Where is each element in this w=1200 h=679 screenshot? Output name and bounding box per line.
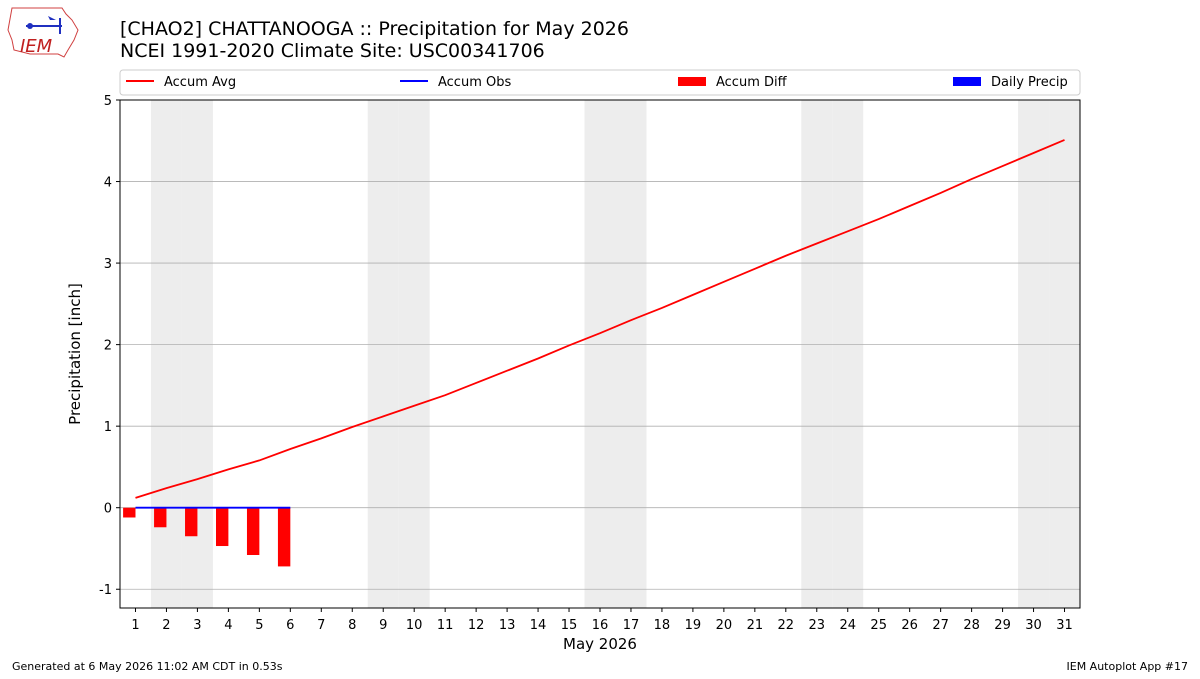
x-tick-label: 2 xyxy=(162,618,170,633)
x-tick-label: 21 xyxy=(747,618,764,633)
y-tick-label: 4 xyxy=(104,176,112,191)
y-tick-label: 0 xyxy=(104,502,112,517)
x-tick-label: 26 xyxy=(901,618,918,633)
footer-right: IEM Autoplot App #17 xyxy=(1067,660,1189,673)
x-tick-label: 14 xyxy=(530,618,547,633)
chart-title: [CHAO2] CHATTANOOGA :: Precipitation for… xyxy=(120,18,629,40)
bar xyxy=(123,507,136,518)
x-tick-label: 3 xyxy=(193,618,201,633)
x-tick-label: 5 xyxy=(255,618,263,633)
x-tick-label: 6 xyxy=(286,618,294,633)
weekend-shade xyxy=(584,100,616,608)
weekend-shade xyxy=(367,100,399,608)
line xyxy=(135,139,1065,499)
x-tick-label: 23 xyxy=(809,618,826,633)
logo-text: IEM xyxy=(20,36,53,57)
x-tick-label: 4 xyxy=(224,618,232,633)
x-tick-label: 17 xyxy=(623,618,640,633)
x-tick-label: 29 xyxy=(994,618,1011,633)
weekend-shade xyxy=(801,100,833,608)
y-tick-label: 5 xyxy=(104,94,112,109)
x-tick-label: 11 xyxy=(437,618,454,633)
legend-label: Accum Avg xyxy=(164,75,236,90)
x-axis-label: May 2026 xyxy=(563,635,637,653)
weekend-shade xyxy=(832,100,864,608)
footer-left: Generated at 6 May 2026 11:02 AM CDT in … xyxy=(12,660,283,673)
x-tick-label: 31 xyxy=(1056,618,1073,633)
y-tick-label: 2 xyxy=(104,339,112,354)
x-tick-label: 19 xyxy=(685,618,702,633)
bar xyxy=(154,507,167,528)
bar xyxy=(246,507,260,555)
weekend-shade xyxy=(398,100,430,608)
x-tick-label: 18 xyxy=(654,618,671,633)
bar xyxy=(216,507,229,547)
logo: IEM xyxy=(7,7,79,58)
x-tick-label: 22 xyxy=(778,618,795,633)
x-tick-label: 20 xyxy=(716,618,733,633)
x-tick-label: 27 xyxy=(932,618,949,633)
legend-swatch xyxy=(678,77,706,86)
x-tick-label: 9 xyxy=(379,618,387,633)
legend-label: Accum Diff xyxy=(716,75,788,90)
x-tick-label: 24 xyxy=(839,618,856,633)
bar xyxy=(185,507,198,537)
legend-label: Accum Obs xyxy=(438,75,511,90)
chart-subtitle: NCEI 1991-2020 Climate Site: USC00341706 xyxy=(120,40,545,62)
x-tick-label: 12 xyxy=(468,618,485,633)
x-tick-label: 16 xyxy=(592,618,609,633)
bar xyxy=(277,507,291,567)
x-tick-label: 8 xyxy=(348,618,356,633)
x-tick-label: 15 xyxy=(561,618,578,633)
x-tick-label: 13 xyxy=(499,618,516,633)
x-tick-label: 7 xyxy=(317,618,325,633)
y-axis-label: Precipitation [inch] xyxy=(66,283,84,425)
weekend-shade xyxy=(615,100,647,608)
legend-label: Daily Precip xyxy=(991,75,1068,90)
weekend-shade xyxy=(150,100,182,608)
y-tick-label: 1 xyxy=(104,420,112,435)
legend-box xyxy=(119,69,1081,96)
y-tick-label: -1 xyxy=(99,583,112,598)
x-tick-label: 10 xyxy=(406,618,423,633)
legend-swatch xyxy=(953,77,981,86)
weekend-shade xyxy=(1018,100,1050,608)
x-tick-label: 1 xyxy=(131,618,139,633)
x-tick-label: 25 xyxy=(870,618,887,633)
x-tick-label: 28 xyxy=(963,618,980,633)
x-tick-label: 30 xyxy=(1025,618,1042,633)
y-tick-label: 3 xyxy=(104,257,112,272)
weekend-shade xyxy=(1049,100,1080,608)
plot-frame xyxy=(119,99,1081,609)
